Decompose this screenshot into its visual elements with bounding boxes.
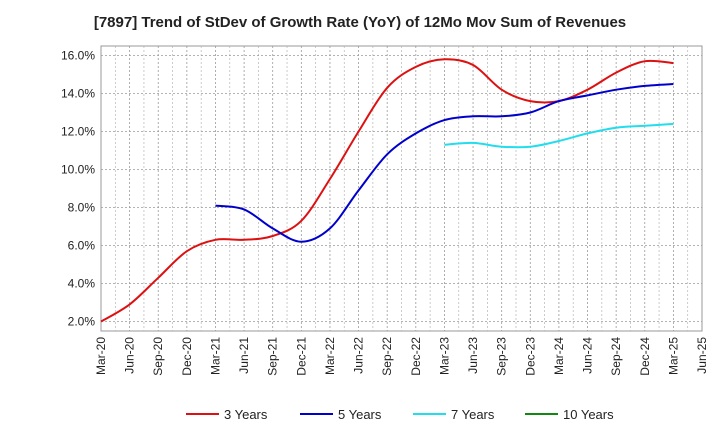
x-tick-label: Jun-25 <box>695 337 709 374</box>
legend-label-7-years: 7 Years <box>451 407 495 422</box>
x-tick-label: Mar-25 <box>666 337 680 375</box>
x-tick-label: Mar-24 <box>552 337 566 375</box>
x-tick-label: Jun-23 <box>466 337 480 374</box>
y-tick-label: 12.0% <box>61 125 95 139</box>
x-tick-label: Dec-21 <box>294 337 308 376</box>
x-tick-label: Sep-24 <box>609 337 623 376</box>
x-tick-label: Jun-24 <box>581 337 595 374</box>
series-line-7-years <box>444 122 674 149</box>
x-tick-label: Mar-22 <box>323 337 337 375</box>
series-line-5-years <box>215 83 674 243</box>
y-tick-label: 10.0% <box>61 163 95 177</box>
x-tick-label: Mar-20 <box>94 337 108 375</box>
y-tick-label: 2.0% <box>68 315 96 329</box>
x-tick-label: Dec-23 <box>523 337 537 376</box>
legend: 3 Years 5 Years 7 Years 10 Years <box>186 407 614 422</box>
x-tick-label: Jun-21 <box>237 337 251 374</box>
x-tick-label: Jun-20 <box>123 337 137 374</box>
series-lines <box>100 58 674 323</box>
x-tick-label: Jun-22 <box>352 337 366 374</box>
x-tick-label: Mar-21 <box>208 337 222 375</box>
x-tick-label: Dec-20 <box>180 337 194 376</box>
chart-title: [7897] Trend of StDev of Growth Rate (Yo… <box>93 14 627 31</box>
y-tick-label: 4.0% <box>68 277 96 291</box>
x-tick-label: Dec-24 <box>638 337 652 376</box>
y-tick-label: 8.0% <box>68 201 96 215</box>
legend-label-3-years: 3 Years <box>224 407 268 422</box>
legend-label-5-years: 5 Years <box>338 407 382 422</box>
series-line-3-years <box>100 58 674 323</box>
grid <box>100 45 703 332</box>
axes: 2.0% 4.0% 6.0% 8.0% 10.0% 12.0% 14.0% 16.0% Mar-… <box>61 49 709 376</box>
y-tick-label: 16.0% <box>61 49 95 63</box>
y-tick-label: 6.0% <box>68 239 96 253</box>
x-tick-label: Sep-23 <box>495 337 509 376</box>
y-tick-label: 14.0% <box>61 87 95 101</box>
x-tick-label: Sep-20 <box>151 337 165 376</box>
x-tick-label: Dec-22 <box>409 337 423 376</box>
plot-area <box>100 45 703 332</box>
x-tick-label: Sep-22 <box>380 337 394 376</box>
legend-label-10-years: 10 Years <box>563 407 614 422</box>
x-tick-label: Sep-21 <box>266 337 280 376</box>
x-tick-label: Mar-23 <box>437 337 451 375</box>
